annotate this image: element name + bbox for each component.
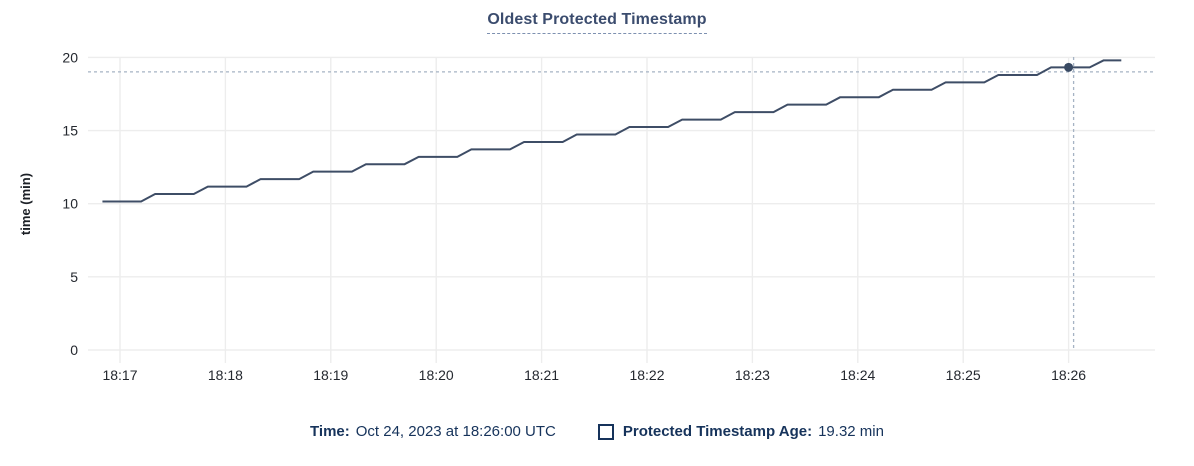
x-tick-label: 18:26 [1051,367,1086,383]
legend-time-label: Time: [310,423,350,440]
x-tick-label: 18:21 [524,367,559,383]
y-tick-label: 5 [70,269,78,285]
legend-series-label: Protected Timestamp Age: [622,423,813,440]
y-tick-label: 15 [62,123,78,139]
x-tick-label: 18:23 [735,367,770,383]
x-tick-label: 18:18 [208,367,243,383]
x-tick-label: 18:17 [102,367,137,383]
legend-series[interactable]: Protected Timestamp Age: 19.32 min [597,423,884,440]
series-line [102,59,1122,203]
legend-series-value: 19.32 min [818,423,884,440]
legend-time: Time: Oct 24, 2023 at 18:26:00 UTC [310,423,556,440]
x-tick-label: 18:22 [629,367,664,383]
hover-data-point[interactable] [1064,62,1074,72]
series-checkbox[interactable] [597,423,614,440]
y-tick-label: 0 [70,342,78,358]
chart-title[interactable]: Oldest Protected Timestamp [487,11,707,34]
y-tick-label: 10 [62,196,78,212]
x-tick-label: 18:25 [946,367,981,383]
x-tick-label: 18:19 [313,367,348,383]
chart-legend: Time: Oct 24, 2023 at 18:26:00 UTC Prote… [0,423,1194,440]
y-tick-label: 20 [62,49,78,65]
legend-time-value: Oct 24, 2023 at 18:26:00 UTC [355,423,556,440]
chart-header: Oldest Protected Timestamp [0,11,1194,34]
y-axis-title: time (min) [18,173,33,235]
x-tick-label: 18:24 [840,367,875,383]
x-tick-label: 18:20 [419,367,454,383]
